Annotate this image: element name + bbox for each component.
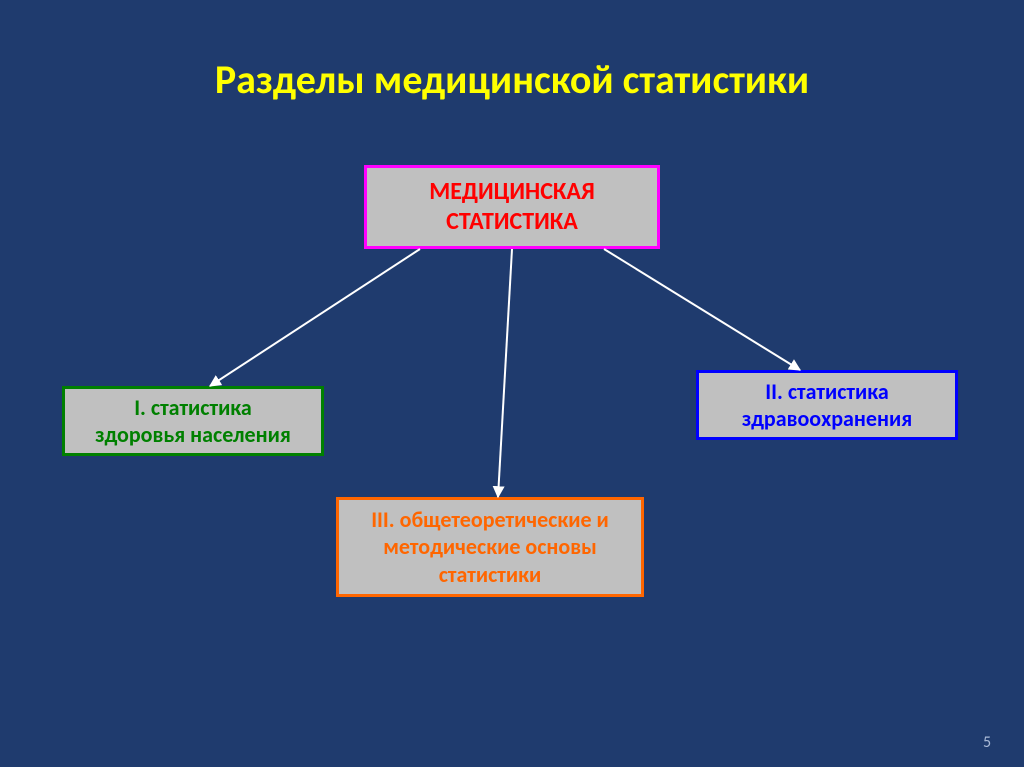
page-number: 5 bbox=[983, 733, 991, 752]
node-root: МЕДИЦИНСКАЯ СТАТИСТИКА bbox=[364, 165, 660, 249]
slide-title: Разделы медицинской статистики bbox=[0, 55, 1024, 104]
node-child2: II. статистика здравоохранения bbox=[696, 370, 958, 440]
node-child3: III. общетеоретические и методические ос… bbox=[336, 497, 644, 597]
node-child1: I. статистика здоровья населения bbox=[62, 386, 324, 456]
